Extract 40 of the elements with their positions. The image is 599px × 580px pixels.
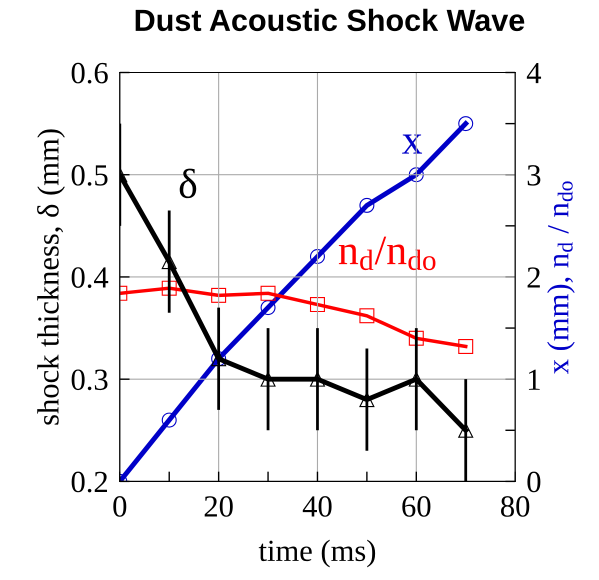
y2-tick-label: 3 <box>528 165 540 186</box>
point <box>260 300 276 316</box>
point <box>359 198 374 213</box>
point <box>408 167 424 182</box>
x-tick-label: 0 <box>113 496 126 517</box>
y-tick-label: 0.6 <box>72 62 108 84</box>
x-tick-label: 80 <box>501 496 530 517</box>
point <box>359 392 374 408</box>
point <box>260 286 276 301</box>
x-tick-label: 20 <box>204 496 233 517</box>
point <box>408 330 424 346</box>
point <box>211 288 226 303</box>
y-tick-label: 0.4 <box>72 267 108 288</box>
x-tick-label: 40 <box>302 496 332 517</box>
x-axis-title: time (ms) <box>258 540 376 568</box>
y2-tick-label: 0 <box>527 472 540 492</box>
point <box>458 422 474 438</box>
y-tick-label: 0.2 <box>72 472 108 492</box>
point <box>162 412 177 428</box>
y2-tick-label: 1 <box>528 370 540 390</box>
point <box>458 116 474 132</box>
y-tick-label: 0.3 <box>72 369 108 390</box>
chart-title: Dust Acoustic Shock Wave <box>136 8 524 32</box>
y-tick-label: 0.5 <box>72 165 108 186</box>
y-axis-title: shock thickness, δ (mm) <box>37 129 65 425</box>
series-label: n$_{d}$/n$_{do}$ <box>338 236 436 270</box>
y2-tick-label: 2 <box>528 267 540 288</box>
point <box>260 372 276 387</box>
y2-tick-label: 4 <box>526 62 542 84</box>
point <box>359 308 374 324</box>
y2-axis-title: x (mm), n$_{d}$ / n$_{do}$ <box>547 181 575 374</box>
point <box>310 297 325 312</box>
point <box>162 254 177 270</box>
point <box>458 338 474 354</box>
series-label: δ <box>180 168 196 198</box>
point <box>310 249 325 264</box>
series-label: x <box>402 134 422 154</box>
point <box>162 280 177 296</box>
x-tick-label: 60 <box>402 496 430 517</box>
point <box>310 372 325 387</box>
